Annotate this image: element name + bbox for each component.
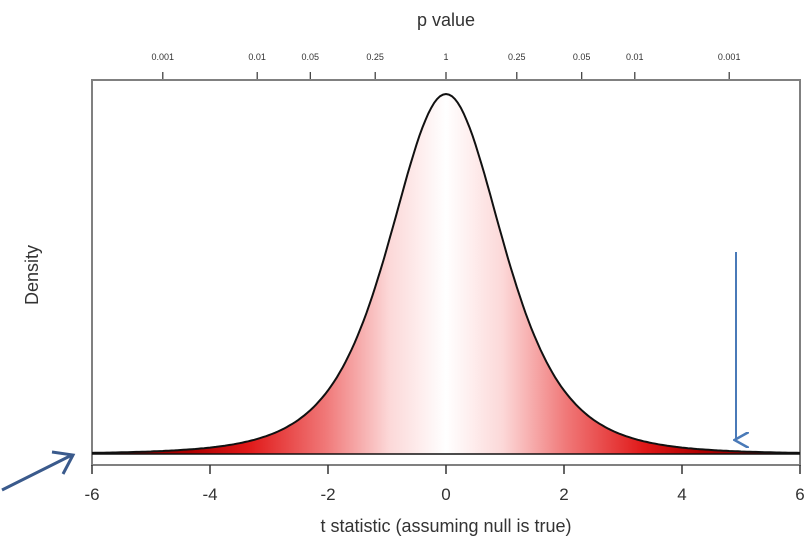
x-tick-label: -6: [84, 485, 99, 504]
top-tick-label: 0.25: [508, 52, 526, 62]
x-tick-label: 0: [441, 485, 450, 504]
top-tick-label: 0.01: [248, 52, 266, 62]
top-axis-title: p value: [417, 10, 475, 30]
density-area: [92, 94, 800, 454]
top-tick-label: 0.25: [366, 52, 384, 62]
top-axis-ticks: 0.001 0.01 0.05 0.25 1 0.25 0.05 0.01 0.001: [152, 52, 741, 80]
top-tick-label: 0.001: [718, 52, 741, 62]
top-tick-label: 0.01: [626, 52, 644, 62]
top-tick-label: 0.001: [152, 52, 175, 62]
x-tick-label: 6: [795, 485, 804, 504]
y-axis-title: Density: [22, 245, 42, 305]
top-tick-label: 1: [443, 52, 448, 62]
outside-pointer-arrow: [1, 450, 76, 492]
x-axis-title: t statistic (assuming null is true): [320, 516, 571, 536]
x-tick-label: 4: [677, 485, 686, 504]
top-tick-label: 0.05: [573, 52, 591, 62]
bottom-axis-ticks: -6 -4 -2 0 2 4 6: [84, 465, 805, 504]
top-tick-label: 0.05: [302, 52, 320, 62]
x-tick-label: 2: [559, 485, 568, 504]
x-tick-label: -4: [202, 485, 217, 504]
x-tick-label: -2: [320, 485, 335, 504]
density-curve: [91, 92, 801, 454]
